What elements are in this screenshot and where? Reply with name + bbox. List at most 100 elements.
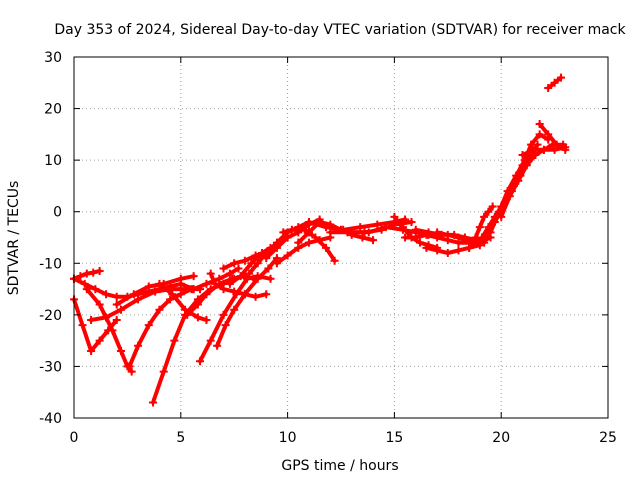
data-point: [176, 290, 185, 299]
data-point: [183, 310, 192, 319]
data-point: [522, 161, 531, 170]
data-point: [95, 267, 104, 276]
data-point: [102, 313, 111, 322]
y-tick-label: -10: [39, 256, 62, 272]
data-point: [91, 285, 100, 294]
data-point: [518, 150, 527, 159]
series-line-arc-37: [537, 122, 568, 152]
data-point: [347, 228, 356, 237]
data-point: [539, 145, 548, 154]
data-point: [381, 223, 390, 232]
series-line-arc-8: [151, 276, 237, 405]
data-point: [443, 248, 452, 257]
y-tick-label: 0: [53, 205, 62, 221]
data-point: [300, 225, 309, 234]
data-point: [279, 228, 288, 237]
data-point: [234, 264, 243, 273]
data-point: [454, 246, 463, 255]
data-point: [193, 300, 202, 309]
data-point: [272, 243, 281, 252]
data-point: [552, 140, 561, 149]
data-point: [230, 259, 239, 268]
data-point: [544, 130, 553, 139]
x-axis-ticks: 0 5 10 15 20 25: [70, 57, 617, 446]
x-tick-label: 15: [385, 430, 403, 446]
data-point: [475, 238, 484, 247]
data-point: [78, 321, 87, 330]
x-tick-label: 25: [599, 430, 617, 446]
data-point: [369, 236, 378, 245]
data-point: [159, 367, 168, 376]
data-point: [193, 313, 202, 322]
data-point: [484, 207, 493, 216]
data-point: [311, 233, 320, 242]
data-point: [219, 264, 228, 273]
data-point: [206, 336, 215, 345]
data-point: [330, 256, 339, 265]
data-point: [108, 326, 117, 335]
data-point: [514, 176, 523, 185]
data-point: [264, 264, 273, 273]
data-point: [202, 279, 211, 288]
data-point: [557, 73, 566, 82]
data-point: [221, 321, 230, 330]
data-point: [544, 83, 553, 92]
data-point: [550, 145, 559, 154]
data-point: [112, 300, 121, 309]
data-point: [189, 285, 198, 294]
data-point: [134, 341, 143, 350]
x-tick-label: 20: [492, 430, 510, 446]
data-point: [262, 290, 271, 299]
data-point: [155, 305, 164, 314]
data-point: [166, 295, 175, 304]
data-point: [219, 285, 228, 294]
data-point: [240, 290, 249, 299]
data-point: [262, 254, 271, 263]
data-point: [155, 279, 164, 288]
data-point: [82, 269, 91, 278]
data-point: [304, 238, 313, 247]
data-point: [112, 292, 121, 301]
data-point: [535, 130, 544, 139]
data-point: [230, 305, 239, 314]
data-point: [196, 357, 205, 366]
data-point: [251, 292, 260, 301]
data-point: [95, 300, 104, 309]
y-axis-ticks: -40 -30 -20 -10 0 10 20 30: [39, 50, 608, 427]
data-point: [170, 336, 179, 345]
data-point: [144, 321, 153, 330]
data-point: [116, 305, 125, 314]
data-point: [424, 228, 433, 237]
data-point: [89, 268, 98, 277]
data-point: [149, 398, 158, 407]
data-point: [512, 171, 521, 180]
data-point: [76, 272, 85, 281]
data-point: [505, 192, 514, 201]
data-point: [272, 259, 281, 268]
data-point: [304, 228, 313, 237]
data-point: [390, 212, 399, 221]
data-point: [454, 233, 463, 242]
y-axis-label: SDTVAR / TECUs: [6, 181, 22, 296]
data-point: [364, 228, 373, 237]
data-point: [253, 274, 262, 283]
data-point: [127, 367, 136, 376]
data-point: [486, 228, 495, 237]
data-point: [475, 223, 484, 232]
data-point: [245, 269, 254, 278]
data-point: [407, 218, 416, 227]
x-axis-label: GPS time / hours: [281, 458, 398, 474]
data-point: [356, 223, 365, 232]
data-point: [225, 269, 234, 278]
data-point: [87, 346, 96, 355]
data-point: [219, 310, 228, 319]
data-point: [326, 228, 335, 237]
data-point: [202, 316, 211, 325]
data-point: [471, 233, 480, 242]
data-point: [433, 246, 442, 255]
y-tick-label: -40: [39, 411, 62, 427]
x-tick-label: 5: [176, 430, 185, 446]
data-point: [116, 346, 125, 355]
data-point: [87, 316, 96, 325]
